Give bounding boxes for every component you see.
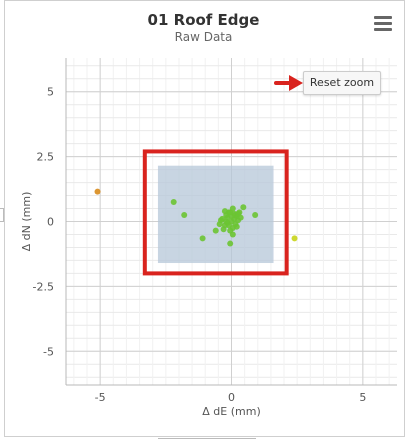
- data-point: [170, 199, 177, 206]
- y-tick-label: 0: [47, 216, 54, 229]
- data-point: [221, 208, 228, 215]
- x-tick-label: -5: [95, 391, 106, 404]
- data-point: [220, 226, 227, 233]
- data-point: [227, 240, 234, 247]
- y-tick-label: 2.5: [37, 151, 55, 164]
- left-edge-control: [0, 208, 4, 222]
- data-point: [229, 231, 236, 238]
- reset-zoom-button[interactable]: Reset zoom: [303, 71, 381, 95]
- y-tick-label: 5: [47, 86, 54, 99]
- chart-title: 01 Roof Edge: [147, 11, 260, 29]
- x-axis-title: Δ dE (mm): [202, 405, 260, 418]
- data-point: [229, 224, 236, 231]
- data-point: [181, 212, 188, 219]
- y-tick-label: -5: [43, 345, 54, 358]
- data-point: [252, 212, 259, 219]
- data-point: [235, 210, 242, 217]
- chart-subtitle: Raw Data: [174, 30, 233, 44]
- y-tick-label: -2.5: [33, 280, 54, 293]
- arrow-head-icon: [289, 75, 303, 91]
- highlight-box: [142, 149, 289, 276]
- x-tick-label: 0: [228, 391, 235, 404]
- bottom-edge-control: [158, 438, 256, 441]
- data-point: [240, 204, 247, 211]
- data-point: [94, 188, 101, 195]
- hamburger-icon[interactable]: [374, 16, 392, 32]
- data-point: [227, 209, 234, 216]
- x-tick-label: 5: [359, 391, 366, 404]
- data-point: [223, 218, 230, 225]
- y-axis-title: Δ dN (mm): [20, 192, 33, 252]
- data-point: [212, 227, 219, 234]
- data-point: [216, 221, 223, 228]
- data-point: [199, 235, 206, 242]
- data-point: [291, 235, 298, 242]
